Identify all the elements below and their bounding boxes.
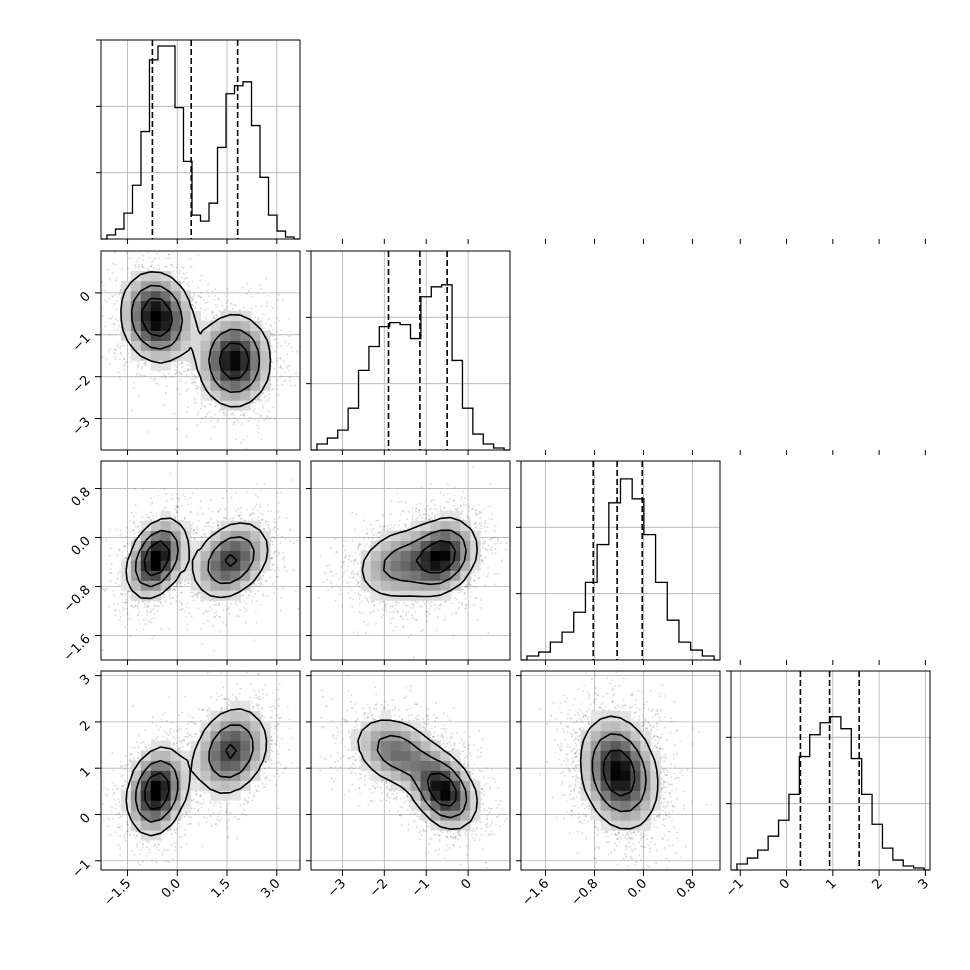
y-tick-label: −2 [70, 373, 94, 397]
panel-frame [520, 670, 721, 871]
hist-panel-0 [96, 39, 301, 240]
x-tick-label: 0.0 [625, 876, 650, 901]
contour-level-1 [130, 284, 261, 393]
x-tick-label: 2 [869, 876, 885, 892]
y-axis-1: −3 −2 −1 0 [70, 289, 101, 439]
contour-level-1 [376, 734, 468, 819]
x-tick-label: 1.5 [209, 876, 234, 901]
contour-level-0 [125, 708, 268, 837]
contour-lines [120, 271, 272, 408]
density-panel-2-1 [310, 460, 511, 661]
contour-level-1 [134, 724, 254, 823]
hist-panel-1 [306, 250, 511, 451]
x-tick-label: −1.5 [101, 876, 134, 909]
panel-frame [730, 670, 931, 871]
contour-level-2 [141, 297, 250, 380]
panel-frame [100, 39, 301, 240]
hist-panel-2 [516, 460, 721, 661]
x-tick-label: −3 [325, 876, 349, 900]
contour-lines [125, 708, 268, 837]
contour-level-0 [579, 715, 659, 830]
x-tick-label: −2 [367, 876, 391, 900]
histogram-line-3 [731, 716, 930, 871]
contour-lines [125, 517, 269, 600]
y-tick-label: −0.8 [61, 583, 94, 616]
density-panel-3-2 [520, 670, 721, 871]
y-tick-label: −3 [70, 415, 94, 439]
y-tick-label: 0.0 [69, 534, 94, 559]
panel-frame [310, 250, 511, 451]
x-axis-2: −1.6 −0.8 0.0 0.8 [519, 870, 699, 909]
density-panel-3-1 [310, 670, 511, 871]
y-tick-label: 1 [77, 764, 93, 780]
panel-frame [310, 670, 511, 871]
contour-level-1 [383, 529, 467, 586]
x-tick-label: −1 [409, 876, 433, 900]
x-tick-label: −0.8 [568, 876, 601, 909]
contour-level-2 [143, 539, 238, 577]
x-tick-label: −1 [723, 876, 747, 900]
contour-level-2 [144, 743, 237, 811]
x-tick-label: 0.0 [159, 876, 184, 901]
y-tick-label: 0 [77, 289, 93, 305]
x-tick-label: 0 [458, 876, 474, 892]
contour-level-0 [361, 516, 478, 598]
y-tick-label: −1 [70, 331, 94, 355]
x-tick-label: 3.0 [258, 876, 283, 901]
histogram-line-0 [101, 45, 300, 240]
panel-frame [310, 460, 511, 661]
x-axis-3: −1 0 1 2 3 [723, 870, 932, 900]
panel-frame [520, 460, 721, 661]
histogram-line-1 [311, 284, 510, 451]
contour-lines [579, 715, 659, 830]
density-panel-3-0 [100, 670, 301, 871]
x-tick-label: 3 [916, 876, 932, 892]
panel-frame [100, 250, 301, 451]
contour-lines [361, 516, 478, 598]
x-tick-label: 1 [823, 876, 839, 892]
contour-level-2 [415, 539, 456, 574]
y-tick-label: −1.6 [61, 632, 94, 665]
y-axis-3: −1 0 1 2 3 [70, 672, 101, 881]
y-tick-label: 0.8 [69, 485, 94, 510]
contour-level-0 [357, 719, 478, 830]
x-axis-1: −3 −2 −1 0 [325, 870, 475, 900]
y-tick-label: −1 [70, 857, 94, 881]
y-tick-label: 0 [77, 811, 93, 827]
panel-frame [100, 460, 301, 661]
x-tick-label: 0.8 [674, 876, 699, 901]
contour-lines [357, 719, 478, 830]
y-axis-2: −1.6 −0.8 0.0 0.8 [61, 485, 101, 665]
histogram-line-2 [521, 478, 720, 661]
density-cells [360, 510, 481, 601]
density-panel-1-0 [100, 250, 301, 451]
contour-level-0 [120, 271, 272, 408]
x-tick-label: −1.6 [519, 876, 552, 909]
panel-frame [100, 670, 301, 871]
y-tick-label: 3 [77, 672, 93, 688]
x-tick-label: 0 [777, 876, 793, 892]
contour-level-1 [591, 733, 647, 813]
hist-panel-3 [726, 670, 931, 871]
contour-level-2 [426, 772, 457, 807]
contour-level-1 [134, 529, 255, 588]
contour-level-2 [602, 749, 636, 797]
contour-level-0 [125, 517, 269, 600]
density-panel-2-0 [100, 460, 301, 661]
x-axis-0: −1.5 0.0 1.5 3.0 [101, 870, 284, 909]
y-tick-label: 2 [77, 718, 93, 734]
